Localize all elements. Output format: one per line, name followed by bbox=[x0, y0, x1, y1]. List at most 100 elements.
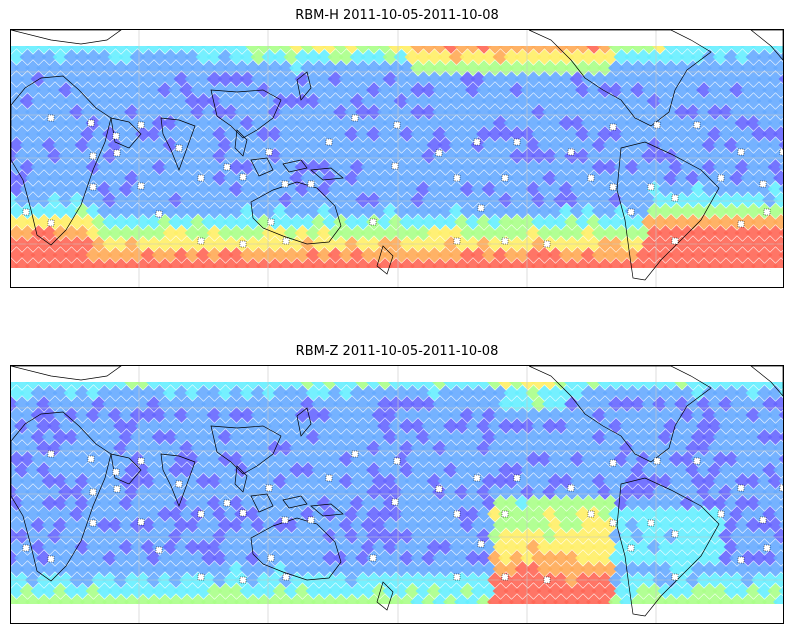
station-marker bbox=[265, 148, 273, 156]
station-marker bbox=[543, 576, 551, 584]
station-marker bbox=[435, 485, 443, 493]
station-marker bbox=[453, 237, 461, 245]
station-marker bbox=[435, 149, 443, 157]
station-marker bbox=[647, 519, 655, 527]
coastlines bbox=[11, 30, 783, 281]
station-marker bbox=[89, 488, 97, 496]
station-marker bbox=[501, 237, 509, 245]
station-marker bbox=[717, 174, 725, 182]
station-marker bbox=[197, 510, 205, 518]
station-marker bbox=[175, 144, 183, 152]
station-marker bbox=[587, 174, 595, 182]
station-marker bbox=[89, 519, 97, 527]
station-marker bbox=[223, 163, 231, 171]
station-marker bbox=[239, 576, 247, 584]
station-marker bbox=[369, 554, 377, 562]
station-marker bbox=[112, 132, 120, 140]
station-marker bbox=[197, 573, 205, 581]
station-marker bbox=[239, 173, 247, 181]
station-marker bbox=[155, 210, 163, 218]
station-markers bbox=[22, 114, 783, 248]
station-marker bbox=[239, 509, 247, 517]
station-marker bbox=[671, 573, 679, 581]
station-marker bbox=[391, 162, 399, 170]
station-marker bbox=[47, 114, 55, 122]
heatmap-cells bbox=[11, 38, 783, 274]
station-marker bbox=[281, 180, 289, 188]
station-marker bbox=[137, 518, 145, 526]
station-marker bbox=[763, 544, 771, 552]
station-marker bbox=[717, 510, 725, 518]
station-marker bbox=[393, 121, 401, 129]
station-marker bbox=[627, 544, 635, 552]
station-marker bbox=[47, 450, 55, 458]
station-marker bbox=[647, 183, 655, 191]
map-title: RBM-H 2011-10-05-2011-10-08 bbox=[295, 8, 499, 23]
station-marker bbox=[281, 516, 289, 524]
station-marker bbox=[112, 468, 120, 476]
station-markers bbox=[22, 450, 783, 584]
map-frame bbox=[10, 365, 784, 624]
station-marker bbox=[351, 114, 359, 122]
station-marker bbox=[513, 474, 521, 482]
station-marker bbox=[543, 240, 551, 248]
station-marker bbox=[223, 499, 231, 507]
station-marker bbox=[267, 554, 275, 562]
station-marker bbox=[197, 237, 205, 245]
station-marker bbox=[47, 555, 55, 563]
map-title: RBM-Z 2011-10-05-2011-10-08 bbox=[295, 344, 499, 359]
station-marker bbox=[759, 516, 767, 524]
station-marker bbox=[473, 474, 481, 482]
station-marker bbox=[89, 152, 97, 160]
station-marker bbox=[453, 510, 461, 518]
heatmap-map bbox=[11, 30, 783, 287]
station-marker bbox=[137, 457, 145, 465]
station-marker bbox=[737, 556, 745, 564]
station-marker bbox=[113, 149, 121, 157]
station-marker bbox=[325, 138, 333, 146]
station-marker bbox=[609, 459, 617, 467]
heatmap-map bbox=[11, 366, 783, 623]
station-marker bbox=[175, 480, 183, 488]
station-marker bbox=[501, 174, 509, 182]
station-marker bbox=[653, 457, 661, 465]
station-marker bbox=[155, 546, 163, 554]
station-marker bbox=[693, 457, 701, 465]
station-marker bbox=[89, 183, 97, 191]
station-marker bbox=[113, 485, 121, 493]
station-marker bbox=[393, 457, 401, 465]
station-marker bbox=[609, 183, 617, 191]
station-marker bbox=[47, 219, 55, 227]
station-marker bbox=[239, 240, 247, 248]
station-marker bbox=[87, 455, 95, 463]
station-marker bbox=[473, 138, 481, 146]
station-marker bbox=[282, 237, 290, 245]
station-marker bbox=[22, 208, 30, 216]
station-marker bbox=[779, 148, 783, 156]
station-marker bbox=[627, 208, 635, 216]
map-panel-rbm-z: RBM-Z 2011-10-05-2011-10-08 bbox=[0, 336, 794, 633]
heatmap-cells bbox=[11, 374, 783, 610]
station-marker bbox=[87, 119, 95, 127]
map-panel-rbm-h: RBM-H 2011-10-05-2011-10-08 bbox=[0, 0, 794, 300]
station-marker bbox=[693, 121, 701, 129]
station-marker bbox=[671, 530, 679, 538]
station-marker bbox=[137, 182, 145, 190]
station-marker bbox=[477, 540, 485, 548]
station-marker bbox=[567, 484, 575, 492]
station-marker bbox=[307, 516, 315, 524]
station-marker bbox=[282, 573, 290, 581]
station-marker bbox=[369, 218, 377, 226]
station-marker bbox=[567, 148, 575, 156]
station-marker bbox=[501, 573, 509, 581]
station-marker bbox=[22, 544, 30, 552]
station-marker bbox=[671, 194, 679, 202]
station-marker bbox=[609, 123, 617, 131]
station-marker bbox=[737, 484, 745, 492]
station-marker bbox=[501, 510, 509, 518]
gridlines bbox=[11, 30, 783, 287]
station-marker bbox=[197, 174, 205, 182]
station-marker bbox=[325, 474, 333, 482]
station-marker bbox=[737, 220, 745, 228]
station-marker bbox=[351, 450, 359, 458]
